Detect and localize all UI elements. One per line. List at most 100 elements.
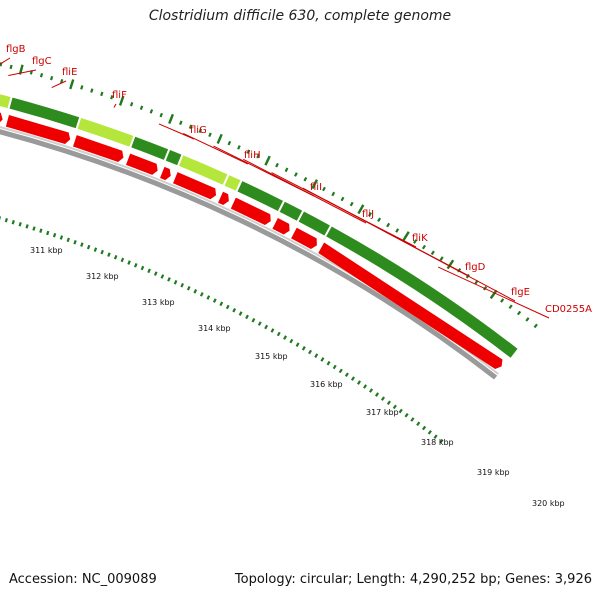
cds-block xyxy=(223,174,242,192)
inner-tick xyxy=(93,247,98,252)
outer-major-tick xyxy=(69,79,75,90)
inner-tick xyxy=(167,277,171,282)
inner-tick xyxy=(66,237,70,243)
outer-tick xyxy=(331,191,336,197)
inner-tick xyxy=(398,408,403,414)
gene-arrow xyxy=(5,114,71,144)
inner-tick xyxy=(380,396,386,401)
inner-tick xyxy=(153,271,158,276)
scale-label: 312 kbp xyxy=(86,272,119,281)
cds-block xyxy=(76,117,135,148)
gene-leader-line xyxy=(243,158,367,224)
cds-block xyxy=(236,180,284,212)
outer-tick xyxy=(9,64,13,70)
cds-block xyxy=(278,200,303,222)
outer-tick xyxy=(237,145,241,150)
cds-block xyxy=(8,96,80,129)
inner-tick xyxy=(257,321,262,326)
outer-tick xyxy=(303,176,308,182)
inner-tick xyxy=(86,244,91,250)
outer-tick xyxy=(386,222,391,228)
outer-major-tick xyxy=(311,179,319,190)
inner-tick xyxy=(127,260,131,265)
scale-label: 320 kbp xyxy=(532,499,565,508)
outer-tick xyxy=(129,101,134,107)
inner-tick xyxy=(18,222,22,227)
outer-tick xyxy=(294,172,298,177)
gene-arrow xyxy=(291,227,317,249)
inner-tick xyxy=(120,257,125,263)
inner-tick xyxy=(270,328,275,333)
outer-tick xyxy=(188,124,193,129)
inner-tick xyxy=(386,400,391,406)
gene-label: fliI xyxy=(310,182,322,193)
inner-tick xyxy=(32,226,36,231)
outer-major-tick xyxy=(168,113,174,125)
gene-leader-line xyxy=(158,123,195,140)
inner-tick xyxy=(225,304,230,310)
outer-major-tick xyxy=(216,133,223,144)
outer-tick xyxy=(227,140,232,146)
inner-tick xyxy=(193,289,198,294)
inner-tick xyxy=(59,235,64,240)
inner-tick xyxy=(276,331,281,337)
outer-tick xyxy=(322,186,326,192)
inner-tick xyxy=(350,376,355,381)
gene-arrow xyxy=(126,153,158,175)
inner-tick xyxy=(11,219,15,225)
inner-tick xyxy=(338,368,343,374)
inner-tick xyxy=(344,372,349,377)
gene-label: flgE xyxy=(511,287,530,298)
gene-label: fliK xyxy=(412,233,428,244)
inner-tick xyxy=(25,224,29,229)
scale-label: 317 kbp xyxy=(366,408,399,417)
outer-tick xyxy=(246,149,251,155)
inner-tick xyxy=(206,295,211,300)
cds-block xyxy=(297,210,331,237)
outer-tick xyxy=(533,323,538,329)
inner-tick xyxy=(199,292,204,297)
outer-major-tick xyxy=(264,155,271,166)
inner-tick xyxy=(363,384,368,389)
inner-tick xyxy=(264,324,269,330)
gene-arrow xyxy=(160,166,171,181)
inner-tick xyxy=(320,357,325,362)
inner-tick xyxy=(332,364,337,370)
outer-tick xyxy=(60,78,64,84)
inner-tick xyxy=(427,430,432,435)
gene-label: fliF xyxy=(112,90,127,101)
accession-label: Accession: NC_009089 xyxy=(9,572,157,587)
gene-leader-line xyxy=(326,200,516,302)
outer-tick xyxy=(139,105,144,111)
inner-tick xyxy=(238,311,243,316)
gene-label: fliG xyxy=(190,125,207,136)
outer-tick xyxy=(90,88,94,93)
inner-tick xyxy=(421,425,427,431)
inner-tick xyxy=(301,346,306,351)
scale-label: 319 kbp xyxy=(477,468,510,477)
scale-label: 316 kbp xyxy=(310,380,343,389)
inner-tick xyxy=(212,298,217,303)
outer-tick xyxy=(159,112,163,118)
gene-arrow xyxy=(73,135,124,163)
outer-tick xyxy=(49,75,54,81)
inner-tick xyxy=(180,282,184,288)
outer-major-tick xyxy=(357,204,365,215)
scale-label: 318 kbp xyxy=(421,438,454,447)
cds-block xyxy=(130,135,169,161)
genome-summary: Topology: circular; Length: 4,290,252 bp… xyxy=(234,572,592,587)
outer-major-tick xyxy=(118,95,125,106)
inner-tick xyxy=(356,380,362,385)
outer-tick xyxy=(395,228,400,233)
inner-tick xyxy=(392,404,397,410)
outer-tick xyxy=(500,298,505,303)
map-title: Clostridium difficile 630, complete geno… xyxy=(148,8,452,24)
outer-tick xyxy=(284,167,289,173)
outer-tick xyxy=(100,91,104,97)
inner-tick xyxy=(232,307,237,313)
gene-leader-line xyxy=(183,133,249,165)
scale-label: 313 kbp xyxy=(142,298,175,307)
cds-block xyxy=(164,149,183,166)
scale-label: 314 kbp xyxy=(198,324,231,333)
outer-major-tick xyxy=(489,289,498,300)
